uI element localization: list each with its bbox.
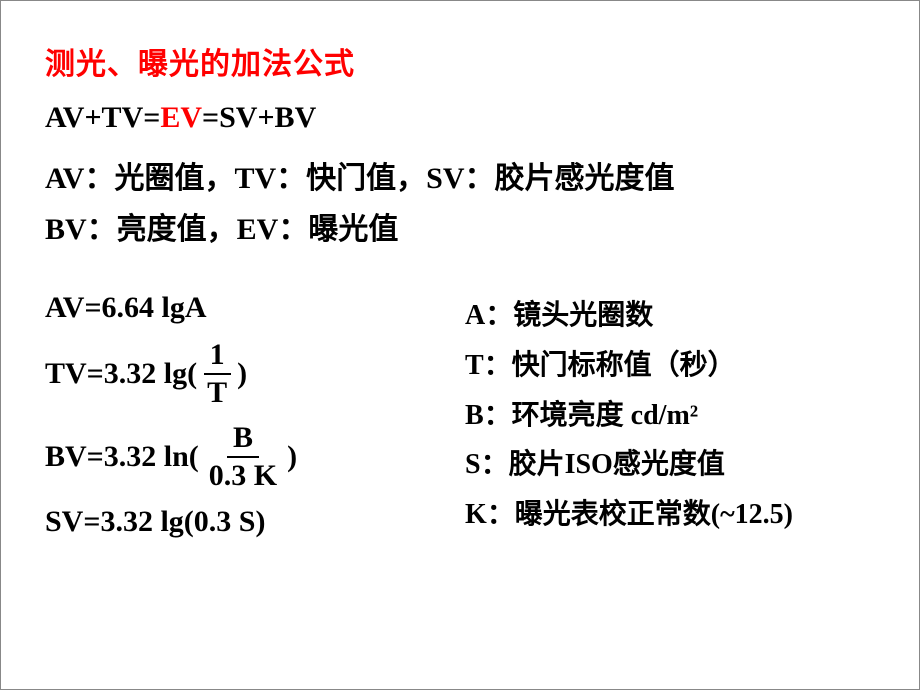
symbol-S: S：胶片ISO感光度值 — [465, 440, 879, 490]
formula-tv: TV=3.32 lg( 1 T ) — [45, 339, 425, 408]
bv-denominator: 0.3 K — [203, 458, 283, 492]
symbol-T: T：快门标称值（秒） — [465, 341, 879, 391]
bv-fraction: B 0.3 K — [203, 422, 283, 491]
two-column-block: AV=6.64 lgA TV=3.32 lg( 1 T ) BV=3.32 ln… — [45, 291, 879, 553]
slide-title: 测光、曝光的加法公式 — [45, 39, 879, 83]
eq-ev: EV — [160, 101, 202, 134]
definitions-line1: AV：光圈值，TV：快门值，SV：胶片感光度值 — [45, 153, 879, 204]
tv-suffix: ) — [237, 357, 247, 391]
formulas-column: AV=6.64 lgA TV=3.32 lg( 1 T ) BV=3.32 ln… — [45, 291, 425, 553]
symbol-B: B：环境亮度 cd/m² — [465, 391, 879, 441]
bv-numerator: B — [227, 422, 259, 458]
formula-sv: SV=3.32 lg(0.3 S) — [45, 505, 425, 539]
definitions-line2: BV：亮度值，EV：曝光值 — [45, 204, 879, 255]
formula-bv: BV=3.32 ln( B 0.3 K ) — [45, 422, 425, 491]
formula-av: AV=6.64 lgA — [45, 291, 425, 325]
tv-prefix: TV=3.32 lg( — [45, 357, 197, 391]
tv-fraction: 1 T — [201, 339, 233, 408]
symbol-A: A：镜头光圈数 — [465, 291, 879, 341]
symbols-column: A：镜头光圈数 T：快门标称值（秒） B：环境亮度 cd/m² S：胶片ISO感… — [465, 291, 879, 553]
tv-numerator: 1 — [204, 339, 231, 375]
slide-content: 测光、曝光的加法公式 AV+TV=EV=SV+BV AV：光圈值，TV：快门值，… — [1, 1, 919, 553]
main-equation: AV+TV=EV=SV+BV — [45, 101, 879, 135]
eq-lhs: AV+TV= — [45, 101, 160, 134]
eq-rhs: =SV+BV — [202, 101, 316, 134]
tv-denominator: T — [201, 375, 233, 409]
bv-prefix: BV=3.32 ln( — [45, 440, 199, 474]
bv-suffix: ) — [287, 440, 297, 474]
definitions-block: AV：光圈值，TV：快门值，SV：胶片感光度值 BV：亮度值，EV：曝光值 — [45, 153, 879, 255]
symbol-K: K：曝光表校正常数(~12.5) — [465, 490, 879, 540]
